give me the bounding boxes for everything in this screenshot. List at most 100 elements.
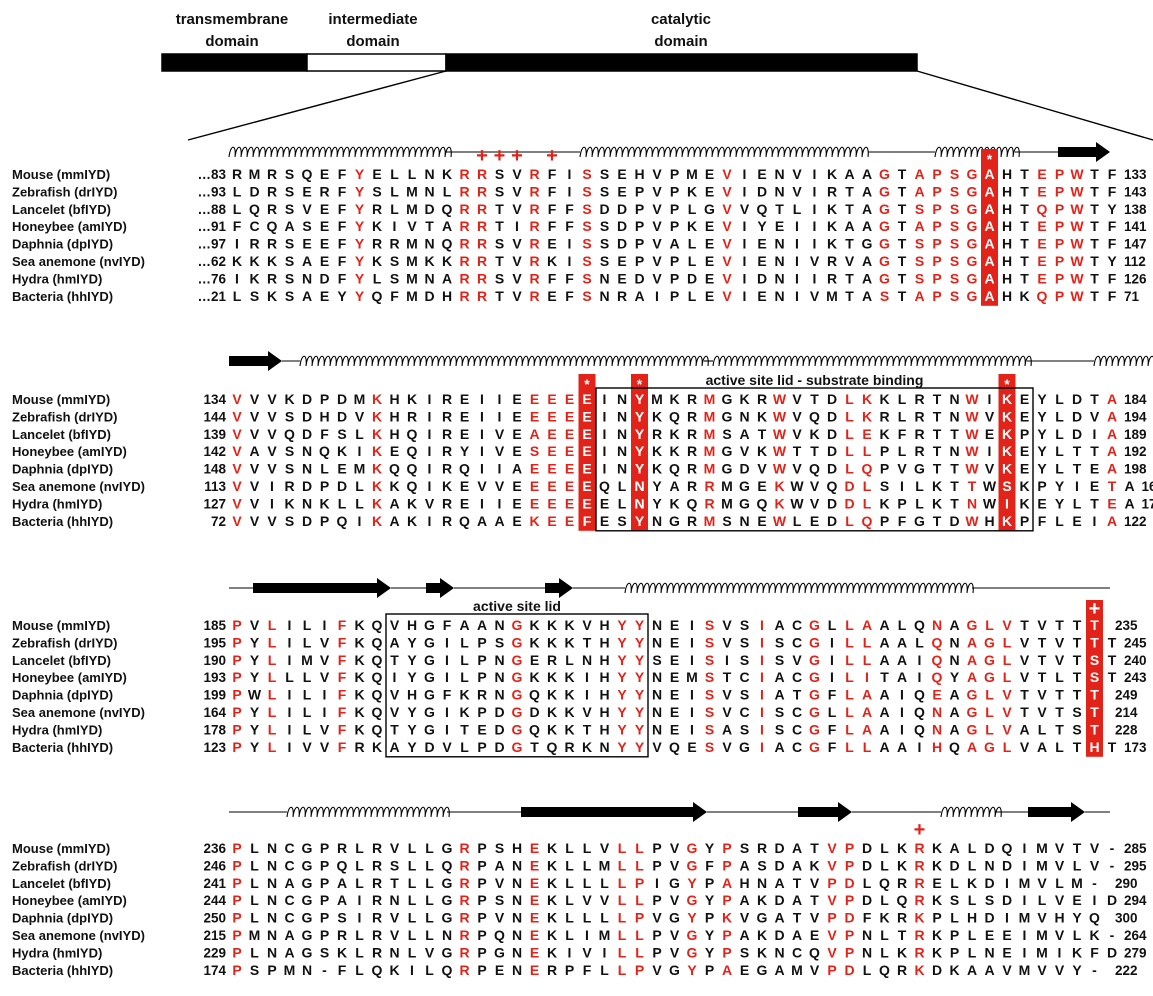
residue: F <box>898 513 907 529</box>
residue: E <box>547 236 556 252</box>
residue: K <box>687 183 697 199</box>
residue: I <box>900 478 904 494</box>
residue: I <box>480 391 484 407</box>
residue: A <box>774 617 784 633</box>
residue: R <box>459 166 469 182</box>
domain-segment <box>445 53 918 72</box>
residue: L <box>303 669 312 685</box>
residue: K <box>354 721 364 737</box>
residue: Y <box>355 201 365 217</box>
residue: N <box>599 288 609 304</box>
domain-label: domain <box>654 33 707 50</box>
residue: A <box>844 166 854 182</box>
residue: G <box>669 513 680 529</box>
residue: K <box>774 495 784 511</box>
residue: V <box>652 739 662 755</box>
residue: T <box>845 201 854 217</box>
residue: E <box>390 443 399 459</box>
residue: K <box>932 495 942 511</box>
residue: P <box>635 218 644 234</box>
residue: D <box>844 478 854 494</box>
residue: I <box>743 236 747 252</box>
residue: N <box>932 704 942 720</box>
residue: V <box>407 218 417 234</box>
residue: L <box>618 944 627 960</box>
residue: I <box>603 408 607 424</box>
residue: K <box>529 634 539 650</box>
residue: I <box>918 739 922 755</box>
residue: S <box>600 183 609 199</box>
conserved-column-highlight <box>1086 600 1103 757</box>
residue: I <box>1075 478 1079 494</box>
residue: A <box>792 857 802 873</box>
residue: L <box>565 927 574 943</box>
residue: V <box>810 253 820 269</box>
residue: L <box>233 183 242 199</box>
residue: I <box>480 461 484 477</box>
residue: L <box>425 840 434 856</box>
residue: L <box>355 944 364 960</box>
residue: R <box>459 892 469 908</box>
residue: I <box>323 687 327 703</box>
residue: V <box>1037 962 1047 978</box>
residue: Y <box>635 461 645 477</box>
residue: N <box>652 617 662 633</box>
residue: V <box>582 944 592 960</box>
residue: L <box>863 634 872 650</box>
end-position: 192 <box>1124 444 1147 459</box>
residue: T <box>530 739 539 755</box>
residue: T <box>1055 721 1064 737</box>
residue: K <box>809 857 819 873</box>
residue: S <box>285 253 294 269</box>
start-position: 250 <box>203 911 226 926</box>
residue: A <box>249 443 259 459</box>
residue: L <box>250 857 259 873</box>
residue: Q <box>407 478 418 494</box>
residue: G <box>687 927 698 943</box>
residue: P <box>932 288 941 304</box>
species-name: Hydra (hmIYD) <box>12 496 102 511</box>
residue: S <box>950 166 959 182</box>
residue: L <box>443 183 452 199</box>
helix-segment <box>712 355 1032 367</box>
residue: Y <box>635 739 645 755</box>
start-position: …88 <box>197 202 226 217</box>
start-position: 148 <box>203 462 226 477</box>
residue: L <box>635 944 644 960</box>
residue: I <box>428 513 432 529</box>
residue: T <box>1020 617 1029 633</box>
residue: E <box>460 478 469 494</box>
residue: W <box>965 513 979 529</box>
residue: E <box>582 443 591 459</box>
residue: H <box>932 739 942 755</box>
residue: T <box>933 391 942 407</box>
residue: I <box>288 687 292 703</box>
residue: F <box>548 218 557 234</box>
residue: S <box>320 944 329 960</box>
residue: L <box>303 721 312 737</box>
residue: L <box>408 892 417 908</box>
residue: S <box>285 461 294 477</box>
residue: A <box>914 218 924 234</box>
residue: S <box>775 704 784 720</box>
residue: R <box>372 840 382 856</box>
residue: A <box>984 183 994 199</box>
residue: Y <box>617 652 627 668</box>
residue: Y <box>1037 391 1047 407</box>
residue: K <box>459 704 469 720</box>
start-position: 215 <box>203 928 226 943</box>
residue: L <box>425 962 434 978</box>
residue: G <box>704 201 715 217</box>
residue: K <box>669 495 679 511</box>
residue: G <box>302 892 313 908</box>
residue: P <box>652 857 661 873</box>
residue: E <box>565 408 574 424</box>
residue: T <box>898 183 907 199</box>
residue: N <box>442 927 452 943</box>
residue: E <box>565 443 574 459</box>
residue: K <box>1019 288 1029 304</box>
residue: V <box>792 183 802 199</box>
residue: K <box>914 962 924 978</box>
residue: W <box>1070 253 1084 269</box>
residue: K <box>547 875 557 891</box>
